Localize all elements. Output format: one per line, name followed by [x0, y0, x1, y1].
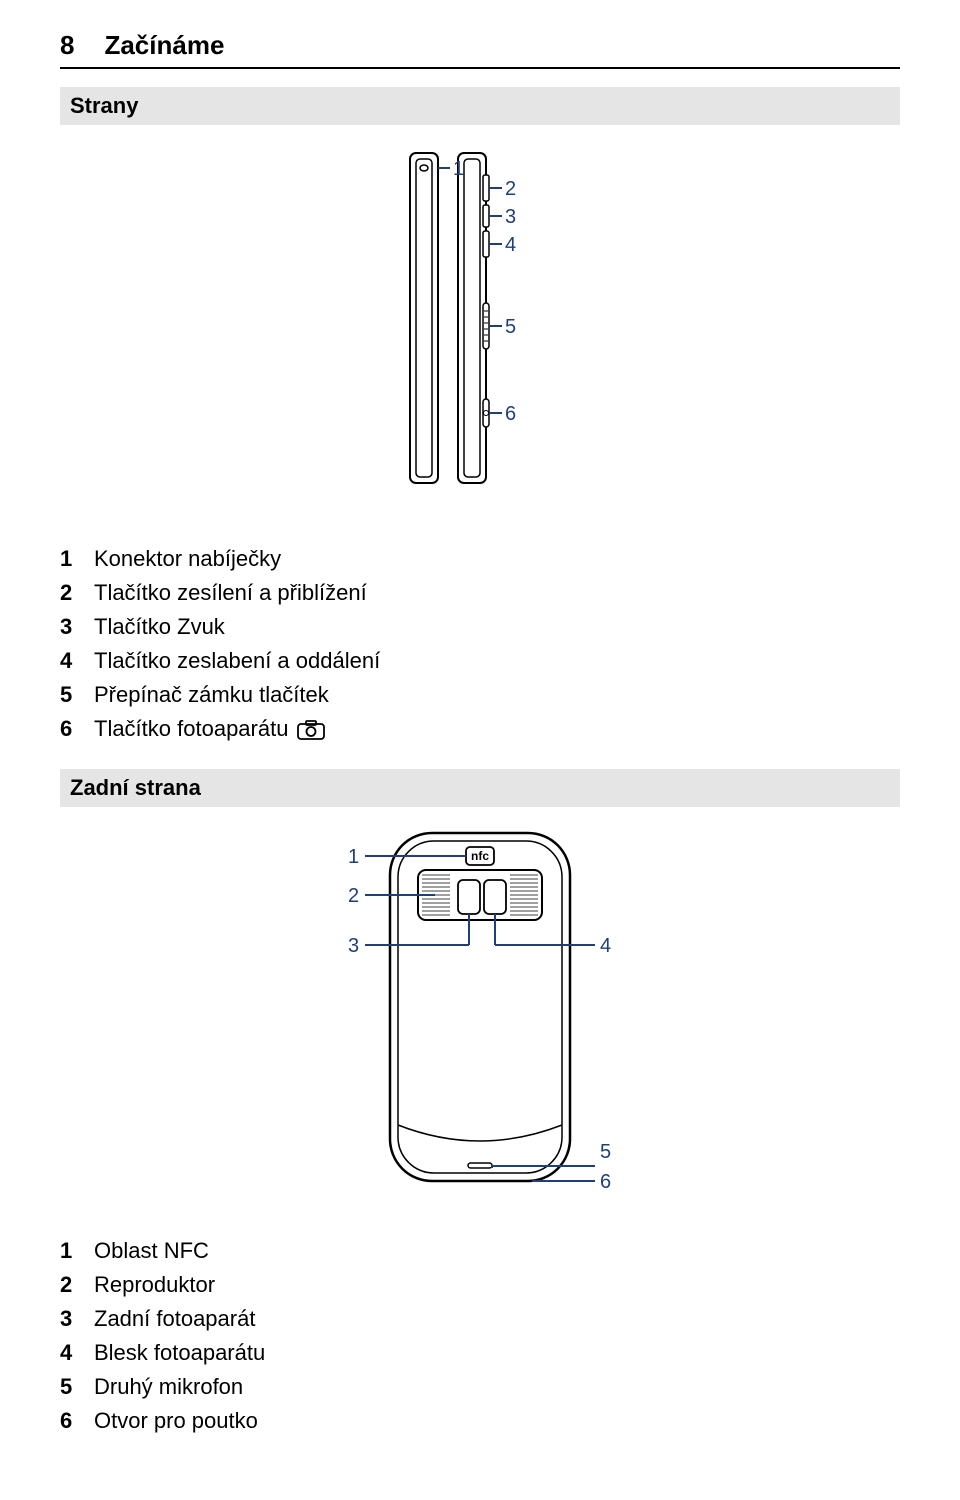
legend-num: 6	[60, 1404, 78, 1438]
page-container: 8 Začínáme Strany	[0, 0, 960, 1500]
legend-text-inner: Tlačítko fotoaparátu	[94, 712, 288, 746]
legend-num: 1	[60, 542, 78, 576]
legend-num: 5	[60, 678, 78, 712]
legend-text: Blesk fotoaparátu	[94, 1336, 265, 1370]
legend-text: Přepínač zámku tlačítek	[94, 678, 329, 712]
legend-text: Konektor nabíječky	[94, 542, 281, 576]
legend-num: 4	[60, 644, 78, 678]
legend-row: 6 Tlačítko fotoaparátu	[60, 712, 900, 746]
legend-num: 6	[60, 712, 78, 746]
legend-row: 2 Tlačítko zesílení a přiblížení	[60, 576, 900, 610]
legend-row: 6 Otvor pro poutko	[60, 1404, 900, 1438]
diagram-sides: 1 2 3 4 5 6	[60, 143, 900, 518]
legend-row: 1 Konektor nabíječky	[60, 542, 900, 576]
legend-text: Tlačítko zeslabení a oddálení	[94, 644, 380, 678]
callout-label: 6	[600, 1171, 611, 1193]
legend-back: 1 Oblast NFC 2 Reproduktor 3 Zadní fotoa…	[60, 1234, 900, 1439]
nfc-label: nfc	[471, 849, 489, 863]
page-number: 8	[60, 30, 74, 61]
legend-row: 3 Tlačítko Zvuk	[60, 610, 900, 644]
legend-text: Reproduktor	[94, 1268, 215, 1302]
callout-label: 4	[505, 234, 516, 256]
diagram-back: nfc 1 2 3 4	[60, 825, 900, 1210]
phone-left-side	[410, 153, 438, 483]
legend-text: Tlačítko fotoaparátu	[94, 712, 326, 746]
callout-label: 4	[600, 935, 611, 957]
chapter-title: Začínáme	[104, 30, 224, 61]
legend-text: Otvor pro poutko	[94, 1404, 258, 1438]
section-title-sides: Strany	[60, 87, 900, 125]
legend-num: 2	[60, 576, 78, 610]
callout-label: 1	[348, 846, 359, 868]
legend-row: 4 Tlačítko zeslabení a oddálení	[60, 644, 900, 678]
legend-text: Druhý mikrofon	[94, 1370, 243, 1404]
legend-num: 1	[60, 1234, 78, 1268]
callout-label: 2	[348, 885, 359, 907]
section-title-back: Zadní strana	[60, 769, 900, 807]
legend-text: Tlačítko Zvuk	[94, 610, 225, 644]
callout-label: 1	[453, 158, 464, 180]
legend-row: 5 Přepínač zámku tlačítek	[60, 678, 900, 712]
legend-row: 4 Blesk fotoaparátu	[60, 1336, 900, 1370]
legend-num: 5	[60, 1370, 78, 1404]
legend-text: Zadní fotoaparát	[94, 1302, 255, 1336]
legend-row: 3 Zadní fotoaparát	[60, 1302, 900, 1336]
camera-icon	[296, 719, 326, 741]
phone-back-outline: nfc	[390, 833, 570, 1181]
legend-row: 2 Reproduktor	[60, 1268, 900, 1302]
page-header: 8 Začínáme	[60, 30, 900, 69]
legend-row: 5 Druhý mikrofon	[60, 1370, 900, 1404]
callout-label: 3	[348, 935, 359, 957]
callout-label: 2	[505, 178, 516, 200]
legend-row: 1 Oblast NFC	[60, 1234, 900, 1268]
callout-label: 6	[505, 403, 516, 425]
legend-text: Tlačítko zesílení a přiblížení	[94, 576, 367, 610]
legend-num: 2	[60, 1268, 78, 1302]
callout-label: 5	[600, 1141, 611, 1163]
phone-right-side	[458, 153, 489, 483]
legend-num: 4	[60, 1336, 78, 1370]
callout-label: 5	[505, 316, 516, 338]
legend-num: 3	[60, 1302, 78, 1336]
legend-num: 3	[60, 610, 78, 644]
legend-sides: 1 Konektor nabíječky 2 Tlačítko zesílení…	[60, 542, 900, 747]
legend-text: Oblast NFC	[94, 1234, 209, 1268]
callout-label: 3	[505, 206, 516, 228]
